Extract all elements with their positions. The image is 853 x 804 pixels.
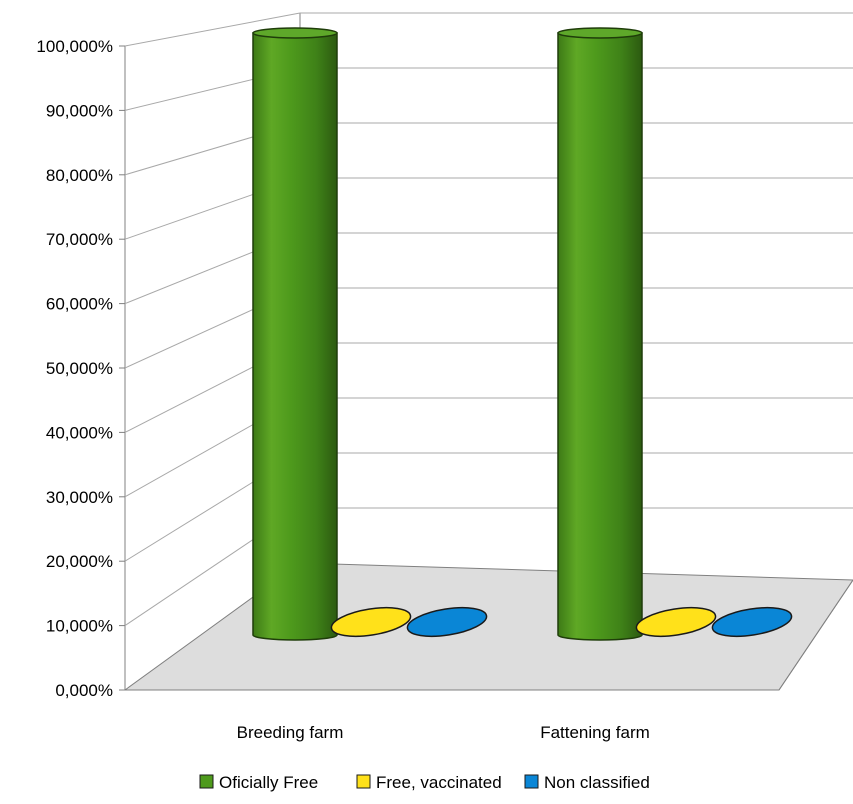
x-tick-label: Breeding farm xyxy=(237,723,344,742)
y-tick-label: 10,000% xyxy=(46,617,113,636)
y-tick-label: 0,000% xyxy=(55,681,113,700)
y-axis-ticks: 0,000% 10,000% 20,000% 30,000% 40,000% 50,000… xyxy=(36,37,125,700)
y-tick-label: 90,000% xyxy=(46,101,113,120)
plot-walls xyxy=(123,12,853,691)
bar-non-classified-1 xyxy=(711,606,793,638)
legend-label: Oficially Free xyxy=(219,773,318,792)
gridlines xyxy=(124,12,853,627)
y-tick-label: 70,000% xyxy=(46,230,113,249)
legend-item: Non classified xyxy=(524,773,650,792)
legend-item: Oficially Free xyxy=(199,773,318,792)
bars xyxy=(252,27,793,641)
legend-item: Free, vaccinated xyxy=(356,773,502,792)
x-tick-label: Fattening farm xyxy=(540,723,650,742)
y-tick-label: 40,000% xyxy=(46,423,113,442)
y-tick-label: 20,000% xyxy=(46,552,113,571)
legend: Oficially Free Free, vaccinated Non classi… xyxy=(199,773,650,792)
bar-oficially-free-1 xyxy=(557,27,643,641)
legend-swatch xyxy=(524,774,539,789)
y-tick-label: 80,000% xyxy=(46,166,113,185)
legend-swatch xyxy=(356,774,371,789)
y-tick-label: 30,000% xyxy=(46,488,113,507)
legend-swatch xyxy=(199,774,214,789)
bar-free-vaccinated-1 xyxy=(635,606,717,638)
legend-label: Free, vaccinated xyxy=(376,773,502,792)
bar-oficially-free-0 xyxy=(252,27,338,641)
bar-free-vaccinated-0 xyxy=(330,606,412,638)
floor-front-right-edge xyxy=(778,579,853,691)
gridline-side xyxy=(124,12,301,47)
x-axis-ticks: Breeding farm Fattening farm xyxy=(237,723,650,742)
y-tick-label: 100,000% xyxy=(36,37,113,56)
legend-label: Non classified xyxy=(544,773,650,792)
y-tick-label: 50,000% xyxy=(46,359,113,378)
y-tick-label: 60,000% xyxy=(46,295,113,314)
bar-non-classified-0 xyxy=(406,606,488,638)
